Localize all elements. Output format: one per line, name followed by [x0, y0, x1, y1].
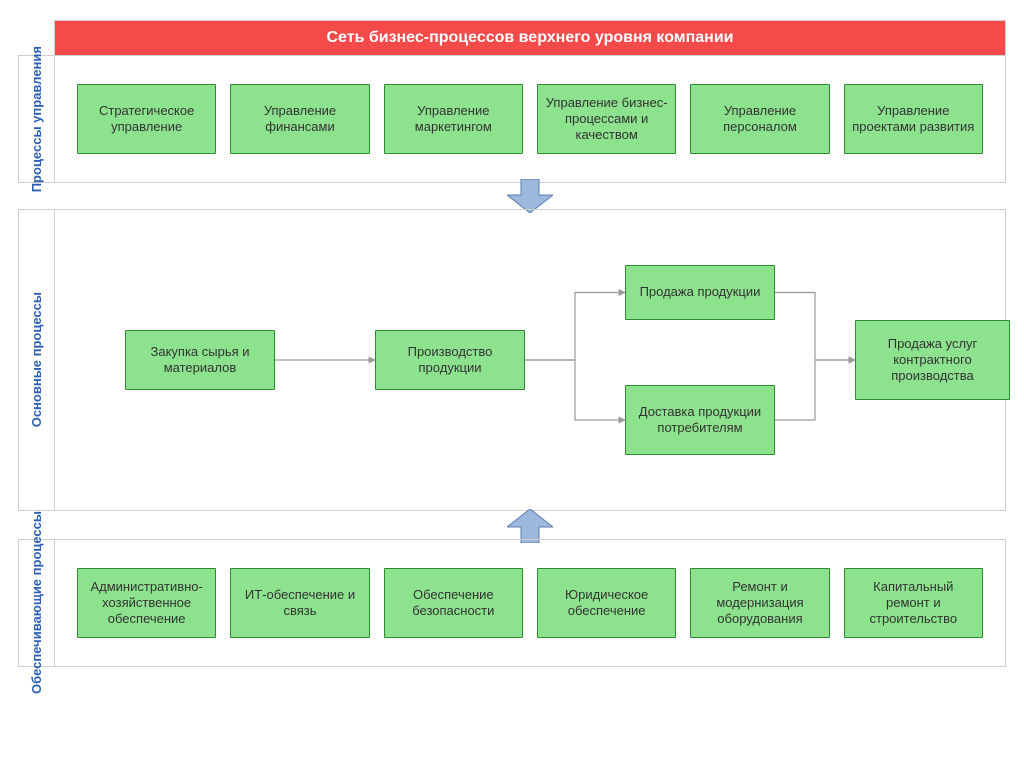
diagram-title: Сеть бизнес-процессов верхнего уровня ко… — [54, 20, 1006, 55]
management-row: Стратегическое управление Управление фина… — [55, 56, 1005, 182]
block-arrow-down-icon — [507, 179, 553, 213]
page: Сеть бизнес-процессов верхнего уровня ко… — [0, 0, 1024, 767]
core-node-n1: Закупка сырья и материалов — [125, 330, 275, 390]
support-box-4-label: Ремонт и модернизация оборудования — [697, 579, 822, 628]
section-management-frame: Стратегическое управление Управление фина… — [54, 55, 1006, 183]
support-box-3-label: Юридическое обеспечение — [544, 587, 669, 620]
section-core-label: Основные процессы — [18, 209, 54, 511]
management-box-5-label: Управление проектами развития — [851, 103, 976, 136]
big-arrow-up — [507, 509, 553, 543]
arrow-down-wrap — [54, 179, 1006, 213]
management-box-1: Управление финансами — [230, 84, 369, 154]
connector — [525, 360, 625, 420]
support-box-2-label: Обеспечение безопасности — [391, 587, 516, 620]
core-node-n4-label: Доставка продукции потребителям — [632, 404, 768, 437]
section-core-label-text: Основные процессы — [29, 292, 44, 427]
section-management-label-text: Процессы управления — [29, 46, 44, 192]
core-node-n3-label: Продажа продукции — [640, 284, 761, 300]
connector — [775, 293, 855, 361]
management-box-0: Стратегическое управление — [77, 84, 216, 154]
support-box-0: Административно-хозяйственное обеспечени… — [77, 568, 216, 638]
core-node-n2: Производство продукции — [375, 330, 525, 390]
core-node-n3: Продажа продукции — [625, 265, 775, 320]
diagram-title-text: Сеть бизнес-процессов верхнего уровня ко… — [326, 29, 733, 46]
support-box-5-label: Капитальный ремонт и строительство — [851, 579, 976, 628]
support-box-0-label: Административно-хозяйственное обеспечени… — [84, 579, 209, 628]
big-arrow-down — [507, 179, 553, 213]
management-box-0-label: Стратегическое управление — [84, 103, 209, 136]
connector — [525, 293, 625, 361]
support-box-2: Обеспечение безопасности — [384, 568, 523, 638]
management-box-4-label: Управление персоналом — [697, 103, 822, 136]
management-box-3: Управление бизнес-процессами и качеством — [537, 84, 676, 154]
section-support: Обеспечивающие процессы Административно-… — [18, 539, 1006, 667]
management-box-2: Управление маркетингом — [384, 84, 523, 154]
connector — [775, 360, 855, 420]
core-node-n1-label: Закупка сырья и материалов — [132, 344, 268, 377]
management-box-3-label: Управление бизнес-процессами и качеством — [544, 95, 669, 144]
management-box-1-label: Управление финансами — [237, 103, 362, 136]
support-box-1-label: ИТ-обеспечение и связь — [237, 587, 362, 620]
section-management: Процессы управления Стратегическое управ… — [18, 55, 1006, 183]
section-core-frame: Закупка сырья и материалов Производство п… — [54, 209, 1006, 511]
management-box-4: Управление персоналом — [690, 84, 829, 154]
core-node-n2-label: Производство продукции — [382, 344, 518, 377]
management-box-2-label: Управление маркетингом — [391, 103, 516, 136]
section-management-label: Процессы управления — [18, 55, 54, 183]
support-box-1: ИТ-обеспечение и связь — [230, 568, 369, 638]
block-arrow-up-icon — [507, 509, 553, 543]
core-node-n4: Доставка продукции потребителям — [625, 385, 775, 455]
support-box-5: Капитальный ремонт и строительство — [844, 568, 983, 638]
core-node-n5: Продажа услуг контрактного производства — [855, 320, 1010, 400]
section-core: Основные процессы Закупка сырья и матери… — [18, 209, 1006, 511]
management-box-5: Управление проектами развития — [844, 84, 983, 154]
section-support-label-text: Обеспечивающие процессы — [29, 511, 44, 694]
support-row: Административно-хозяйственное обеспечени… — [55, 540, 1005, 666]
core-flow: Закупка сырья и материалов Производство п… — [55, 210, 1005, 510]
support-box-4: Ремонт и модернизация оборудования — [690, 568, 829, 638]
core-node-n5-label: Продажа услуг контрактного производства — [862, 336, 1003, 385]
support-box-3: Юридическое обеспечение — [537, 568, 676, 638]
section-support-frame: Административно-хозяйственное обеспечени… — [54, 539, 1006, 667]
section-support-label: Обеспечивающие процессы — [18, 539, 54, 667]
arrow-up-wrap — [54, 509, 1006, 543]
